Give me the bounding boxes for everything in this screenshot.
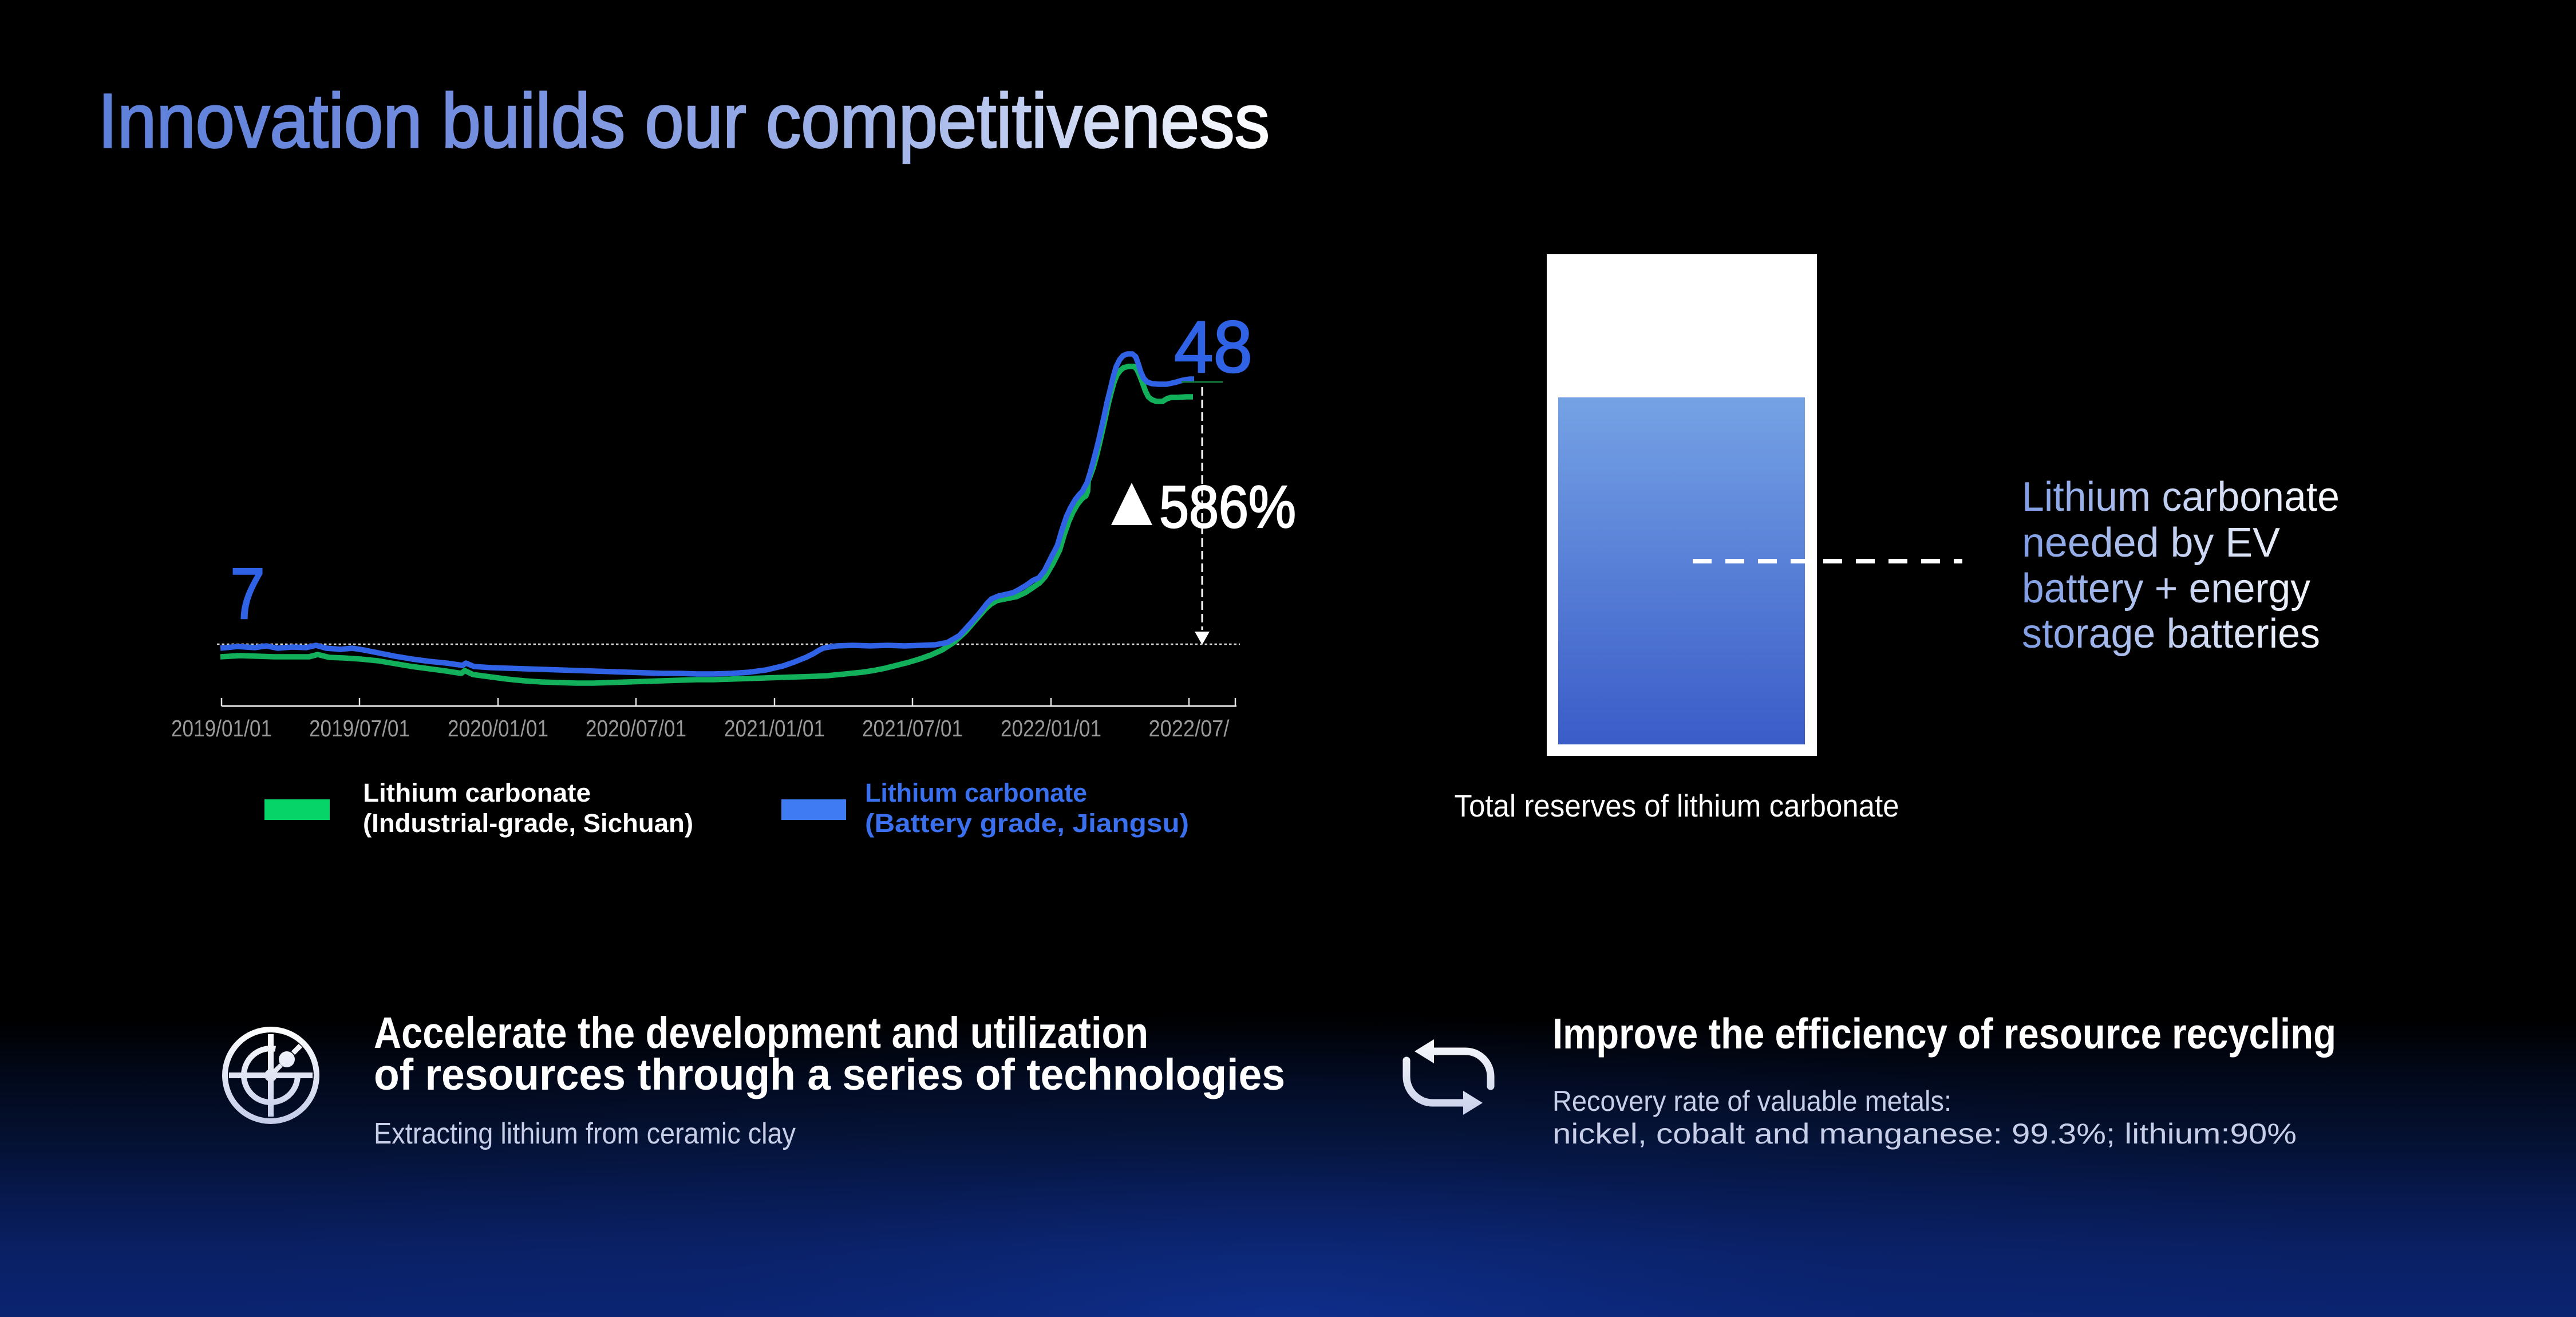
svg-text:2019/01/01: 2019/01/01 [171, 715, 272, 742]
svg-text:Total reserves of lithium carb: Total reserves of lithium carbonate [1455, 788, 1899, 823]
svg-text:2020/01/01: 2020/01/01 [448, 715, 548, 742]
svg-text:Lithium carbonate: Lithium carbonate [363, 778, 591, 807]
svg-text:Accelerate the development and: Accelerate the development and utilizati… [374, 1008, 1148, 1058]
svg-text:Lithium carbonate: Lithium carbonate [2022, 474, 2340, 520]
svg-text:(Battery grade, Jiangsu): (Battery grade, Jiangsu) [865, 809, 1189, 838]
svg-text:48: 48 [1174, 306, 1253, 388]
svg-text:Lithium carbonate: Lithium carbonate [865, 778, 1087, 807]
svg-text:2020/07/01: 2020/07/01 [586, 715, 686, 742]
svg-text:storage batteries: storage batteries [2022, 611, 2320, 657]
svg-text:2022/01/01: 2022/01/01 [1001, 715, 1101, 742]
svg-text:2021/07/01: 2021/07/01 [862, 715, 963, 742]
svg-text:of resources through a series: of resources through a series of technol… [374, 1050, 1285, 1099]
svg-text:Improve the efficiency of reso: Improve the efficiency of resource recyc… [1552, 1010, 2336, 1058]
svg-text:Recovery rate of valuable meta: Recovery rate of valuable metals: [1552, 1085, 1951, 1117]
svg-text:battery + energy: battery + energy [2022, 566, 2310, 612]
svg-text:(Industrial-grade, Sichuan): (Industrial-grade, Sichuan) [363, 809, 693, 838]
svg-text:needed by EV: needed by EV [2022, 520, 2280, 566]
svg-text:2021/01/01: 2021/01/01 [724, 715, 825, 742]
svg-text:2019/07/01: 2019/07/01 [309, 715, 410, 742]
svg-text:nickel, cobalt and manganese:: nickel, cobalt and manganese: 99.3%; lit… [1552, 1118, 2297, 1150]
svg-text:586%: 586% [1159, 474, 1296, 541]
svg-text:2022/07/: 2022/07/ [1149, 715, 1230, 742]
svg-text:Innovation builds our competit: Innovation builds our competitiveness [98, 78, 1270, 164]
svg-text:7: 7 [230, 553, 265, 634]
svg-text:Extracting lithium from cerami: Extracting lithium from ceramic clay [374, 1117, 796, 1150]
